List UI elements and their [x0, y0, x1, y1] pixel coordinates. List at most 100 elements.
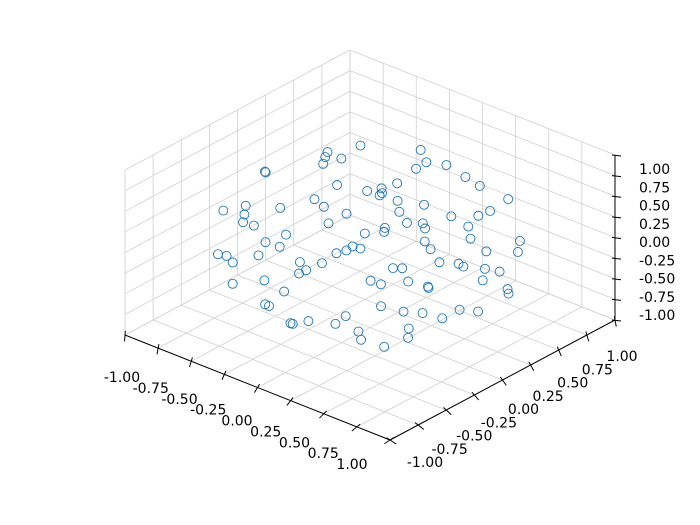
z-tick: [611, 154, 622, 157]
point: [446, 211, 457, 222]
x-tick-label: 1.00: [336, 457, 367, 473]
point: [460, 172, 471, 183]
z-tick: [611, 257, 622, 260]
point: [274, 241, 285, 252]
x-tick: [351, 423, 361, 432]
point: [411, 163, 422, 174]
grid-line: [349, 214, 616, 321]
point: [419, 236, 430, 247]
grid-line: [124, 90, 351, 212]
point: [264, 301, 274, 311]
point: [285, 318, 296, 329]
grid-line: [124, 152, 351, 274]
point: [512, 247, 523, 257]
y-tick-label: -0.75: [432, 442, 468, 458]
point: [485, 205, 496, 216]
z-tick: [611, 195, 622, 198]
point: [301, 265, 312, 276]
point: [221, 250, 232, 261]
point: [238, 217, 249, 228]
point: [330, 318, 341, 329]
point: [473, 210, 484, 221]
grid-line: [124, 70, 351, 191]
point: [397, 263, 408, 274]
y-tick: [386, 437, 397, 445]
grid-line: [124, 49, 351, 171]
point: [503, 288, 514, 299]
y-tick: [471, 391, 480, 401]
point: [213, 249, 223, 260]
z-tick-label: -0.50: [639, 272, 675, 288]
x-tick: [124, 330, 126, 342]
point: [353, 326, 364, 337]
grid-line: [124, 194, 351, 315]
point: [379, 222, 390, 233]
y-tick: [414, 422, 425, 430]
x-tick-label: 0.50: [279, 435, 310, 451]
point: [341, 208, 352, 219]
y-tick-label: 0.75: [582, 362, 613, 378]
x-tick: [384, 437, 395, 445]
point: [425, 244, 436, 255]
point: [248, 220, 259, 231]
point: [477, 275, 488, 286]
y-tick: [443, 406, 452, 416]
x-tick: [221, 370, 227, 381]
point: [421, 157, 432, 168]
y-tick: [613, 316, 617, 327]
point: [336, 153, 347, 164]
y-tick-label: -1.00: [407, 455, 443, 471]
point: [441, 160, 452, 171]
point: [376, 279, 386, 290]
grid-line: [349, 194, 616, 300]
y-tick: [556, 346, 562, 357]
x-tick: [189, 357, 193, 368]
x-tick-label: -0.25: [190, 403, 226, 419]
point: [379, 226, 390, 237]
point: [362, 186, 373, 196]
point: [481, 246, 492, 257]
x-tick: [286, 397, 294, 406]
y-tick-label: -0.25: [481, 415, 517, 431]
point: [259, 275, 270, 286]
y-tick-label: 0.00: [508, 402, 539, 418]
point: [359, 228, 370, 239]
z-tick: [611, 278, 622, 281]
y-tick: [528, 361, 535, 371]
x-tick: [319, 410, 328, 419]
point: [318, 201, 329, 212]
point: [398, 306, 409, 317]
grid-line: [293, 244, 559, 351]
y-tick-label: 0.25: [533, 389, 564, 405]
point: [275, 202, 286, 213]
point: [403, 323, 414, 334]
point: [309, 194, 320, 205]
grid-line: [265, 259, 531, 366]
grid-line: [124, 132, 351, 253]
point: [331, 248, 342, 259]
x-tick: [156, 343, 160, 355]
point: [259, 166, 270, 177]
point: [356, 334, 367, 345]
y-tick: [499, 376, 507, 386]
grid-line: [349, 111, 616, 218]
point: [294, 257, 305, 268]
point: [514, 235, 525, 246]
x-tick-label: -1.00: [104, 370, 140, 386]
point: [403, 276, 414, 287]
x-tick-label: 0.00: [221, 414, 252, 430]
point: [422, 281, 433, 292]
grid-line: [124, 173, 351, 295]
point: [340, 311, 351, 322]
point: [320, 152, 331, 163]
point: [365, 275, 376, 286]
z-tick-label: 0.50: [639, 199, 670, 215]
x-tick: [253, 383, 260, 393]
point: [376, 183, 387, 194]
x-tick-label: -0.50: [161, 392, 197, 408]
x-tick-label: 0.25: [250, 424, 281, 440]
point: [494, 266, 505, 277]
z-tick-label: -1.00: [639, 308, 675, 324]
point: [474, 181, 485, 191]
y-tick-label: -0.50: [456, 429, 492, 445]
